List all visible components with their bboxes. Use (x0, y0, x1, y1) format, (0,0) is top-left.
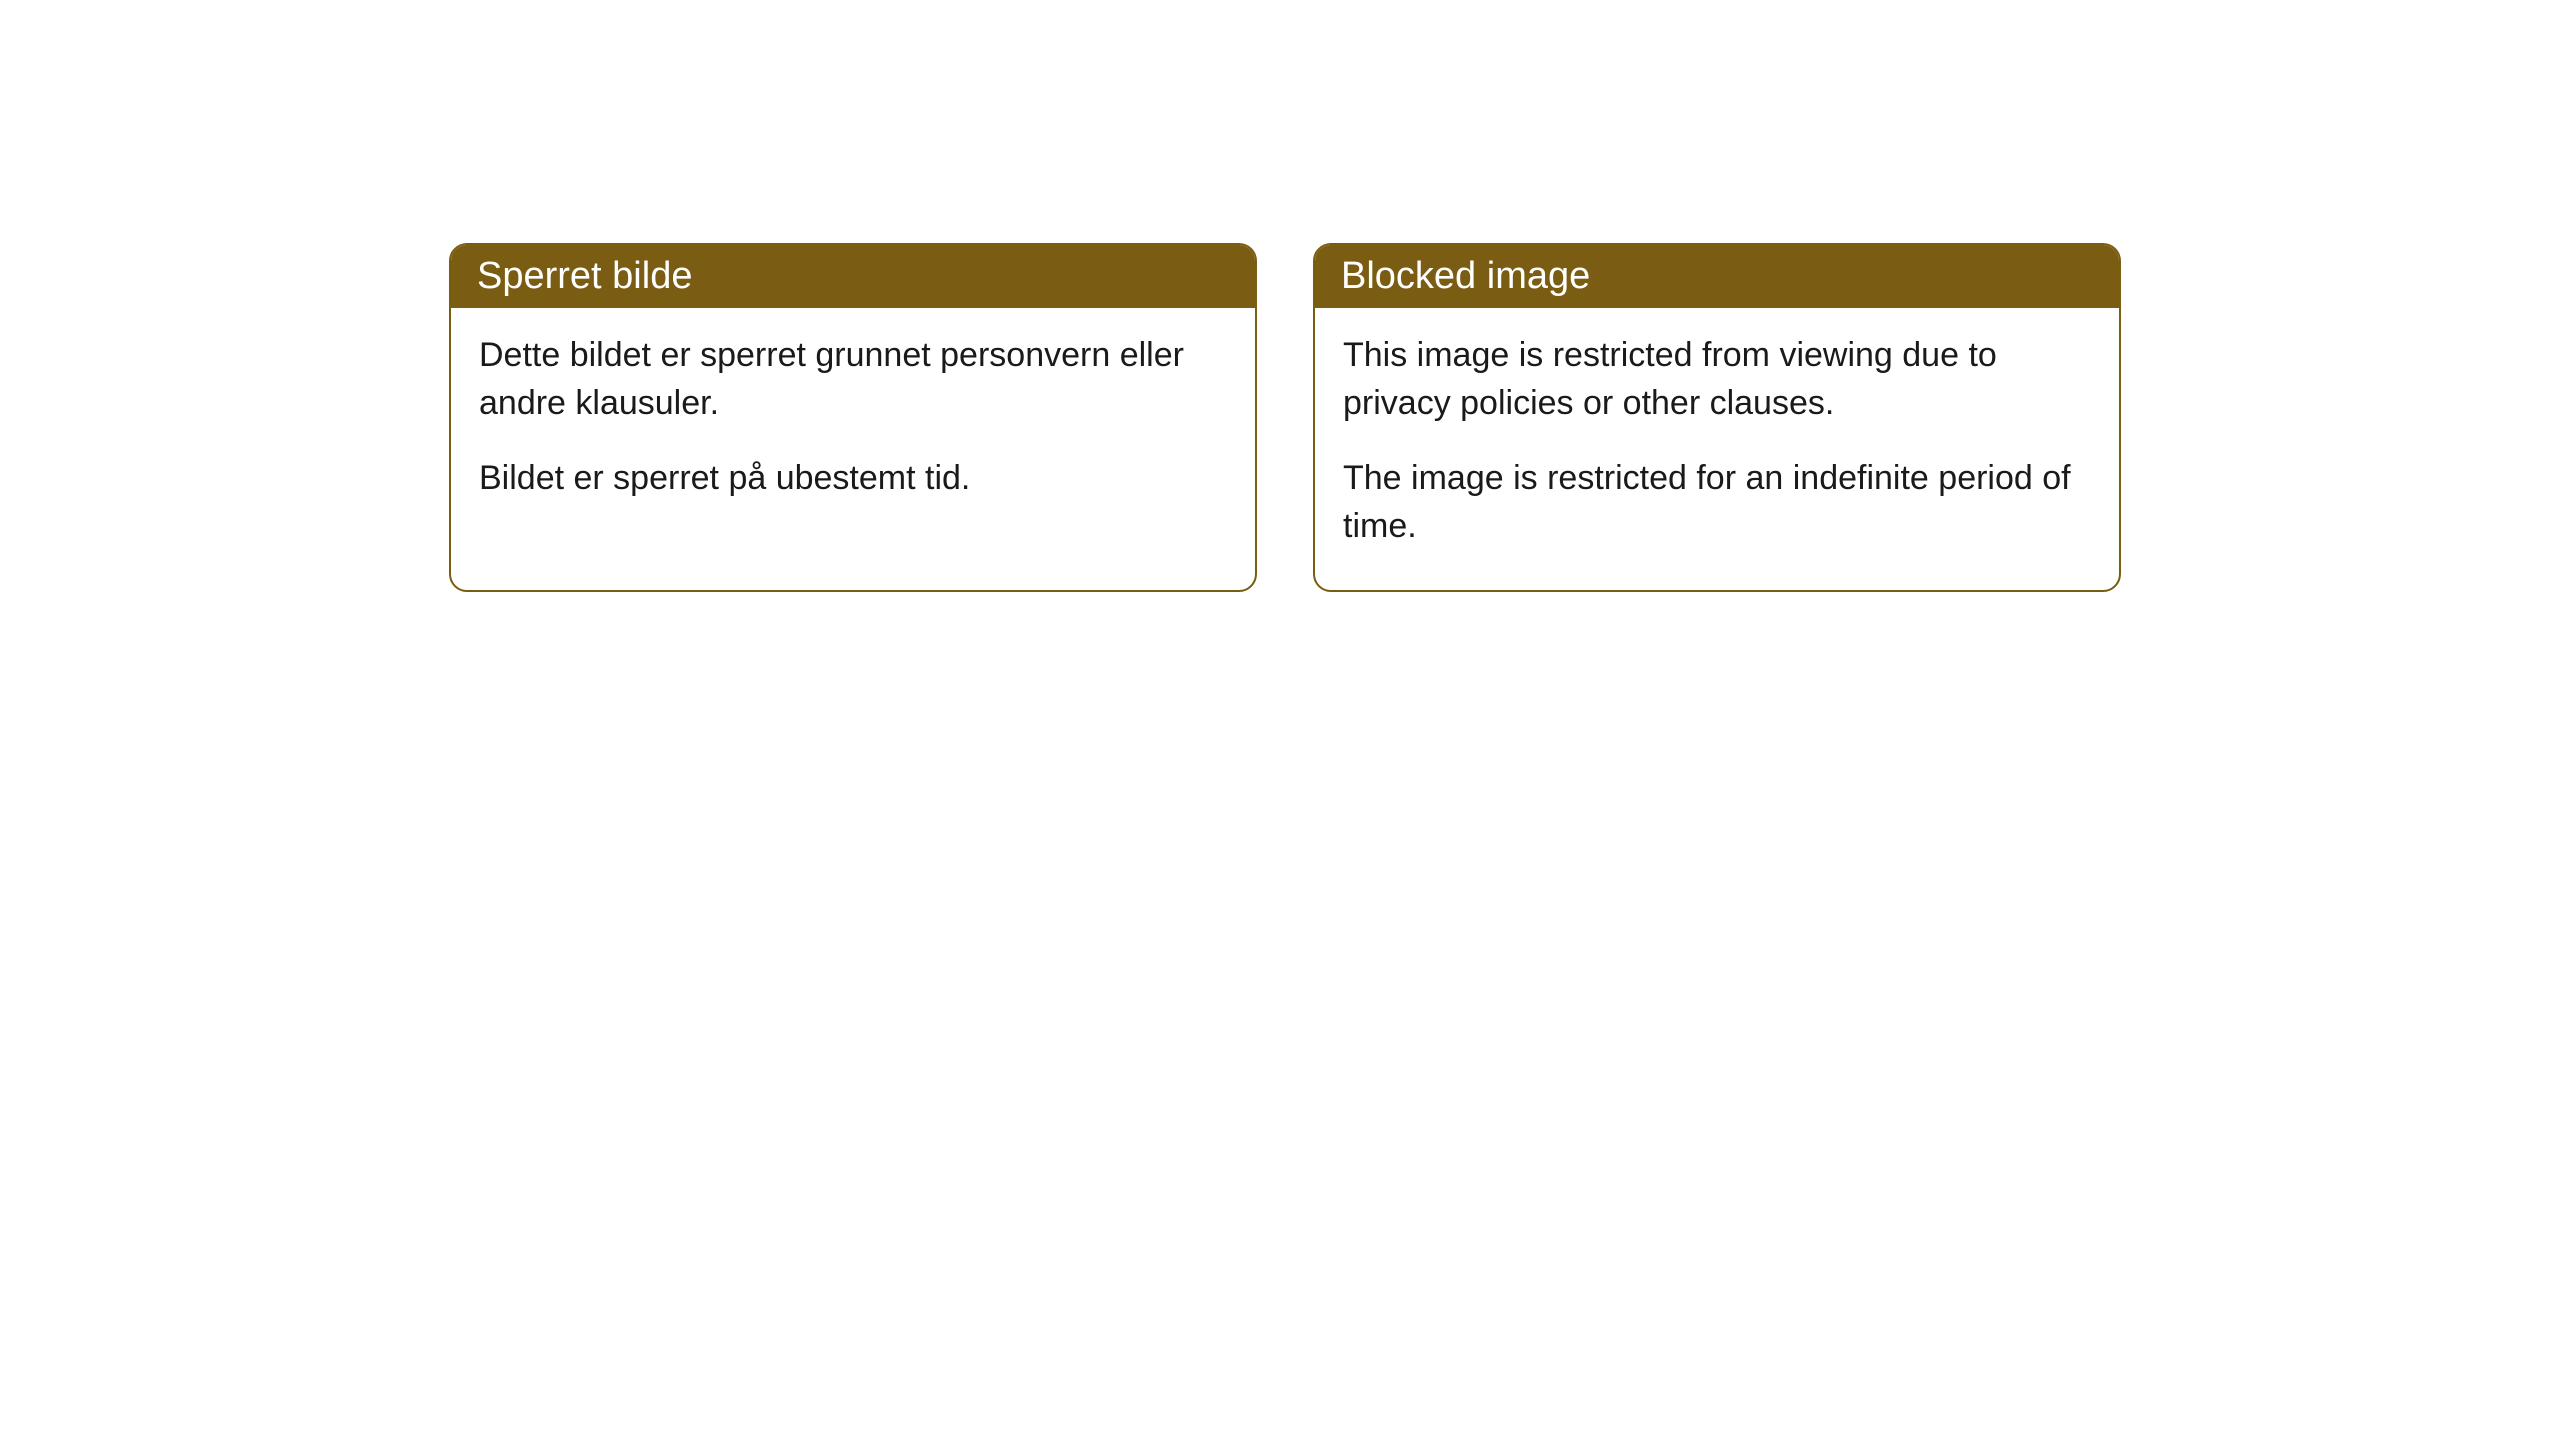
blocked-image-card-norwegian: Sperret bilde Dette bildet er sperret gr… (449, 243, 1257, 592)
blocked-image-card-english: Blocked image This image is restricted f… (1313, 243, 2121, 592)
card-paragraph-2-english: The image is restricted for an indefinit… (1343, 455, 2091, 550)
card-paragraph-2-norwegian: Bildet er sperret på ubestemt tid. (479, 455, 1227, 503)
card-paragraph-1-english: This image is restricted from viewing du… (1343, 332, 2091, 427)
card-title-norwegian: Sperret bilde (477, 255, 692, 297)
card-header-norwegian: Sperret bilde (451, 245, 1255, 308)
card-title-english: Blocked image (1341, 255, 1590, 297)
card-body-english: This image is restricted from viewing du… (1315, 308, 2119, 590)
card-header-english: Blocked image (1315, 245, 2119, 308)
card-body-norwegian: Dette bildet er sperret grunnet personve… (451, 308, 1255, 543)
card-paragraph-1-norwegian: Dette bildet er sperret grunnet personve… (479, 332, 1227, 427)
cards-container: Sperret bilde Dette bildet er sperret gr… (449, 243, 2121, 592)
